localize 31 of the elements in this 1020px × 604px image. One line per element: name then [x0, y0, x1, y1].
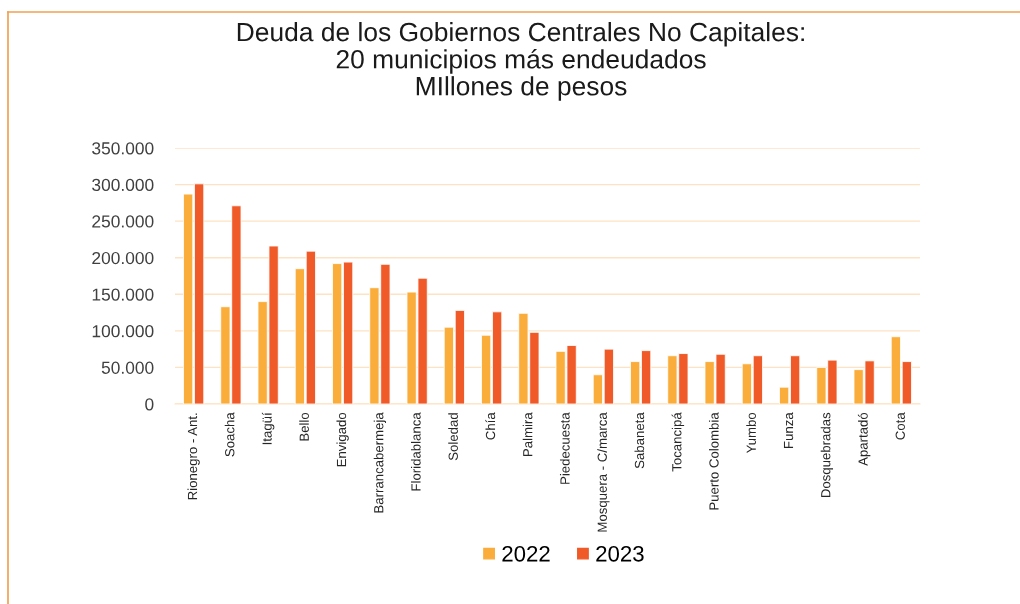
x-tick-label: Barrancabermeja	[373, 412, 387, 513]
y-tick-label: 200.000	[92, 251, 154, 265]
x-tick-label: Apartadó	[857, 412, 871, 466]
x-tick-label: Mosquera - C/marca	[597, 412, 610, 532]
y-tick-label: 350.000	[92, 142, 154, 155]
legend-label: 2023	[596, 545, 644, 562]
x-tick-label: Bello	[299, 412, 309, 441]
x-tick-label: Rionegro - Ant.	[187, 413, 200, 500]
x-tick-label: Envigado	[336, 412, 349, 467]
x-tick-label: Chía	[485, 412, 496, 440]
x-tick-label: Sabaneta	[634, 412, 645, 469]
x-tick-label: Piedecuesta	[559, 412, 570, 484]
y-tick-label: 300.000	[92, 178, 154, 192]
legend-label: 2022	[502, 545, 550, 562]
x-tick-label: Yumbo	[746, 412, 756, 454]
x-tick-label: Soledad	[448, 413, 458, 461]
y-tick-label: 0	[145, 398, 154, 411]
x-tick-label: Dosquebradas	[820, 412, 834, 498]
y-tick-label: 250.000	[92, 215, 154, 228]
x-tick-label: Itagüí	[261, 412, 275, 445]
x-tick-label: Palmira	[522, 412, 533, 456]
chart-title: Deuda de los Gobiernos Centrales No Capitales: 20 municipios más endeudados MIllones de pesos	[237, 22, 804, 101]
x-tick-label: Floridablanca	[410, 412, 421, 491]
x-tick-label: Puerto Colombia	[708, 412, 719, 510]
x-tick-label: Funza	[783, 412, 794, 448]
x-tick-label: Tocancipá	[671, 412, 685, 472]
y-tick-label: 150.000	[92, 288, 154, 301]
x-tick-label: Cota	[895, 412, 905, 440]
x-tick-label: Soacha	[224, 412, 235, 457]
y-tick-label: 100.000	[92, 325, 154, 338]
y-tick-label: 50.000	[101, 361, 154, 374]
